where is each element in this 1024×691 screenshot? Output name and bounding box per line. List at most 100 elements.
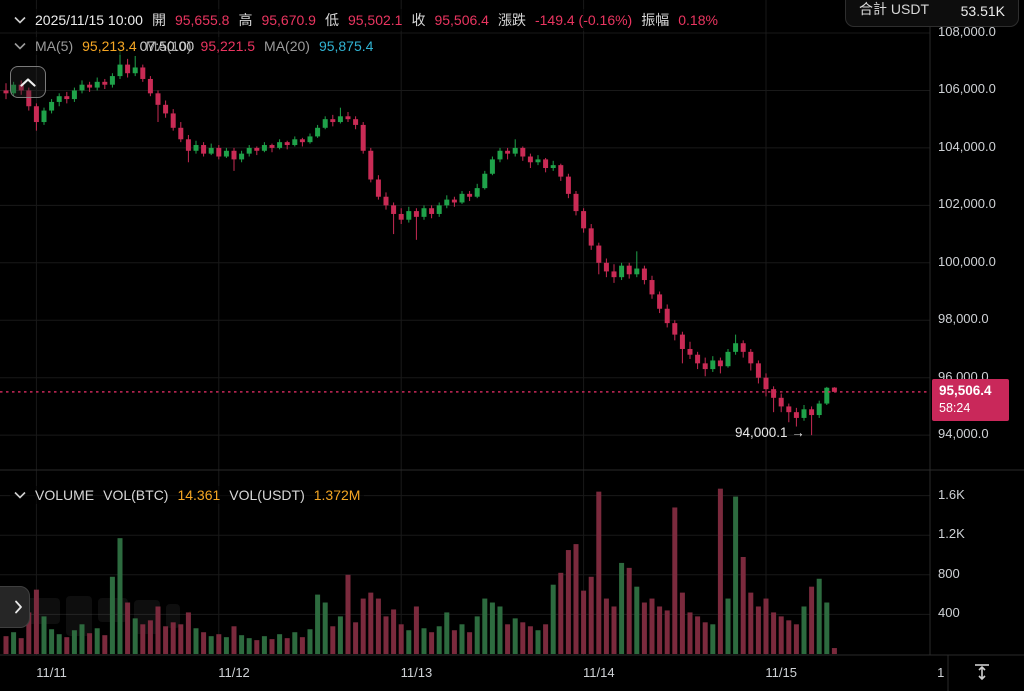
ma20-label: MA(20)	[264, 38, 310, 54]
volume-bar	[125, 602, 131, 654]
ma5-value: 95,213.4	[82, 38, 137, 54]
volume-collapse-chevron-down-icon[interactable]	[14, 491, 26, 499]
volume-axis-label[interactable]: 1.6K	[938, 486, 965, 502]
candle-countdown: 58:24	[939, 401, 971, 415]
volume-bar	[679, 592, 685, 654]
candle-body	[543, 159, 549, 169]
volume-bar	[94, 628, 100, 654]
candle-body	[444, 199, 450, 206]
candle-body	[649, 280, 655, 295]
time-axis-label[interactable]: 1	[937, 665, 945, 680]
volume-bar	[33, 589, 39, 654]
high-value: 95,670.9	[261, 12, 316, 28]
amplitude-value: 0.18%	[678, 12, 718, 28]
candle-body	[178, 127, 184, 140]
close-value: 95,506.4	[434, 12, 489, 28]
candle-body	[231, 150, 237, 160]
price-axis-label[interactable]: 108,000.0	[938, 24, 996, 39]
price-axis-label[interactable]: 94,000.0	[938, 426, 989, 442]
price-axis-label[interactable]: 98,000.0	[938, 311, 989, 327]
price-axis-label[interactable]: 100,000.0	[938, 253, 996, 269]
candle-body	[41, 110, 47, 123]
volume-bar	[261, 636, 267, 654]
candle-body	[710, 360, 716, 370]
volume-bar	[672, 507, 678, 654]
time-axis-label[interactable]: 11/13	[400, 665, 433, 680]
candle-body	[619, 265, 625, 278]
volume-bar	[512, 618, 518, 654]
candle-body	[657, 294, 663, 309]
price-axis-label[interactable]: 106,000.0	[938, 81, 996, 97]
low-label: 低	[324, 12, 339, 28]
vol-btc-value: 14.361	[177, 487, 221, 503]
scroll-up-button[interactable]	[10, 66, 46, 98]
volume-bar	[717, 488, 723, 654]
volume-bar	[140, 624, 146, 654]
ma10-label-group: MA(10) 07:50.00	[140, 38, 195, 54]
volume-bar	[246, 638, 252, 654]
panel-expand-handle[interactable]	[0, 586, 30, 628]
candle-body	[155, 93, 161, 105]
volume-title: VOLUME	[35, 487, 95, 503]
volume-bar	[611, 606, 617, 654]
volume-bar	[641, 602, 647, 654]
volume-axis-label[interactable]: 1.2K	[938, 526, 965, 542]
volume-bar	[201, 632, 207, 654]
ma5-label: MA(5)	[35, 38, 74, 54]
high-label: 高	[238, 12, 253, 28]
volume-bar	[520, 622, 526, 654]
candle-body	[603, 262, 609, 272]
volume-bar	[117, 538, 123, 654]
volume-bar	[64, 637, 70, 654]
candle-body	[520, 147, 526, 157]
candle-body	[702, 363, 708, 370]
collapse-chevron-down-icon[interactable]	[14, 16, 26, 24]
candle-body	[489, 159, 495, 174]
candle-body	[816, 403, 822, 416]
volume-bar	[315, 594, 321, 654]
price-scale-reset-button[interactable]	[971, 661, 993, 688]
candle-body	[315, 127, 321, 137]
volume-bar	[755, 606, 761, 654]
volume-bar	[831, 648, 837, 654]
candle-body	[558, 165, 564, 177]
volume-bar	[581, 590, 587, 654]
overlapping-text-artifact: 07:50.00	[139, 38, 195, 54]
candle-body	[345, 116, 351, 120]
candle-body	[672, 323, 678, 335]
time-axis-label[interactable]: 11/15	[765, 665, 797, 680]
candle-body	[824, 387, 830, 404]
total-turnover-box[interactable]: 合計 USDT 53.51K	[845, 0, 1019, 27]
volume-bar	[360, 598, 366, 654]
time-axis-label[interactable]: 11/14	[583, 665, 615, 680]
vol-usdt-value: 1.372M	[313, 487, 361, 503]
price-axis-label[interactable]: 102,000.0	[938, 196, 996, 212]
volume-bar	[535, 630, 541, 654]
volume-bar	[657, 606, 663, 654]
volume-bar	[170, 622, 176, 654]
candle-body	[695, 354, 701, 364]
price-axis-label[interactable]: 104,000.0	[938, 138, 996, 154]
volume-bar	[277, 634, 283, 654]
volume-bar	[527, 626, 533, 654]
volume-bar	[269, 639, 275, 654]
ma-collapse-chevron-down-icon[interactable]	[14, 42, 26, 50]
candle-body	[64, 96, 70, 100]
volume-bar	[345, 574, 351, 654]
volume-axis-label[interactable]: 400	[938, 605, 960, 621]
volume-bar	[11, 632, 17, 654]
volume-bar	[558, 572, 564, 654]
change-label: 漲跌	[497, 12, 526, 28]
watermark	[166, 604, 180, 628]
time-axis-label[interactable]: 11/11	[36, 665, 67, 680]
volume-axis-label[interactable]: 800	[938, 565, 960, 581]
candle-body	[786, 406, 792, 413]
candle-body	[56, 96, 62, 102]
candle-body	[102, 81, 108, 85]
candle-body	[3, 90, 9, 94]
total-label: 合計 USDT	[859, 1, 929, 17]
time-axis-label[interactable]: 11/12	[218, 665, 250, 680]
volume-bar	[482, 598, 488, 654]
volume-bar	[550, 584, 556, 654]
